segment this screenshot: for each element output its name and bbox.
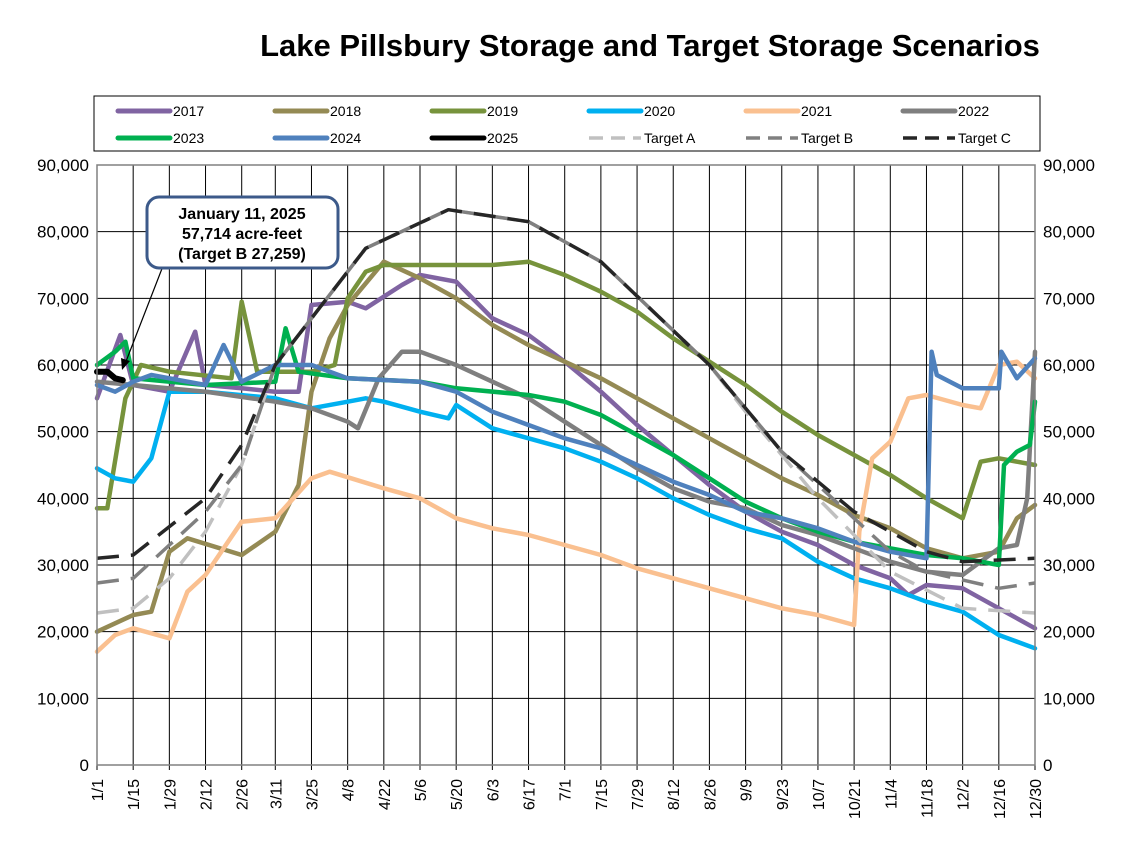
legend-label: Target C xyxy=(958,130,1011,146)
annotation-box xyxy=(145,195,340,270)
y-tick-label-right: 20,000 xyxy=(1043,623,1095,642)
x-tick-label: 5/6 xyxy=(413,779,430,801)
x-tick-label: 1/29 xyxy=(162,779,179,810)
annotation-line-3: (Target B 27,259) xyxy=(178,246,306,263)
x-tick-label: 9/23 xyxy=(775,779,792,810)
x-tick-label: 3/11 xyxy=(268,779,285,809)
annotation-arrow xyxy=(124,265,164,365)
y-tick-label-right: 30,000 xyxy=(1043,556,1095,575)
y-tick-label-right: 80,000 xyxy=(1043,223,1095,242)
x-tick-label: 11/18 xyxy=(919,779,936,818)
x-tick-label: 4/22 xyxy=(377,779,394,810)
legend-box xyxy=(93,95,1041,152)
legend-label: 2022 xyxy=(958,103,989,119)
x-tick-label: 10/7 xyxy=(811,779,828,810)
y-tick-label-right: 50,000 xyxy=(1043,423,1095,442)
y-tick-label-right: 70,000 xyxy=(1043,289,1095,308)
x-tick-label: 2/26 xyxy=(235,779,252,810)
plot-border xyxy=(96,164,1036,766)
y-tick-label-left: 30,000 xyxy=(37,556,89,575)
x-tick-label: 11/4 xyxy=(883,779,900,809)
legend: 2017 2018 2019 2020 2021 2022 2023 2024 2025 Targ… xyxy=(115,103,1011,146)
y-tick-label-left: 80,000 xyxy=(37,223,89,242)
x-tick-label: 12/2 xyxy=(956,779,973,810)
series-lines xyxy=(94,207,1038,654)
annotation-line-1: January 11, 2025 xyxy=(178,206,305,223)
x-tick-label: 1/15 xyxy=(126,779,143,810)
chart-title: Lake Pillsbury Storage and Target Storag… xyxy=(260,28,1040,63)
x-tick-label: 3/25 xyxy=(304,779,321,810)
y-tick-label-left: 90,000 xyxy=(37,156,89,175)
x-tick-label: 8/26 xyxy=(702,779,719,810)
annotation-line-2: 57,714 acre-feet xyxy=(182,226,303,243)
axes: 0 0 10,000 10,000 20,000 20,000 30,000 30,000 40… xyxy=(37,156,1095,819)
x-tick-label: 9/9 xyxy=(739,779,756,801)
y-tick-label-right: 10,000 xyxy=(1043,689,1095,708)
legend-label: 2017 xyxy=(173,103,204,119)
y-tick-label-left: 40,000 xyxy=(37,489,89,508)
legend-label: 2025 xyxy=(487,130,518,146)
x-tick-label: 4/8 xyxy=(341,779,358,801)
x-tick-label: 7/29 xyxy=(630,779,647,810)
x-tick-label: 7/1 xyxy=(558,779,575,801)
y-tick-label-right: 60,000 xyxy=(1043,356,1095,375)
legend-label: 2020 xyxy=(644,103,675,119)
x-tick-label: 5/20 xyxy=(449,779,466,810)
x-tick-label: 8/12 xyxy=(666,779,683,810)
x-tick-label: 6/3 xyxy=(485,779,502,801)
series-line-2025 xyxy=(94,368,126,384)
legend-label: 2021 xyxy=(801,103,832,119)
x-tick-label: 1/1 xyxy=(90,779,107,801)
y-tick-label-left: 70,000 xyxy=(37,289,89,308)
x-tick-label: 12/30 xyxy=(1028,779,1045,819)
series-line-2018 xyxy=(94,259,1038,634)
y-tick-label-left: 60,000 xyxy=(37,356,89,375)
x-tick-label: 7/15 xyxy=(594,779,611,810)
series-line-2019 xyxy=(94,259,1038,521)
annotation: January 11, 2025 57,714 acre-feet (Targe… xyxy=(121,195,340,370)
series-line-2021 xyxy=(94,359,1038,654)
legend-label: 2019 xyxy=(487,103,518,119)
legend-label: Target B xyxy=(801,130,853,146)
annotation-arrowhead xyxy=(121,358,130,370)
x-tick-label: 12/16 xyxy=(992,779,1009,819)
legend-label: 2018 xyxy=(330,103,361,119)
y-tick-label-right: 40,000 xyxy=(1043,489,1095,508)
y-tick-label-right: 90,000 xyxy=(1043,156,1095,175)
y-tick-label-left: 0 xyxy=(80,756,89,775)
x-tick-label: 10/21 xyxy=(847,779,864,819)
y-tick-label-left: 20,000 xyxy=(37,623,89,642)
legend-label: Target A xyxy=(644,130,696,146)
y-tick-label-left: 10,000 xyxy=(37,689,89,708)
legend-label: 2024 xyxy=(330,130,361,146)
series-line-2024 xyxy=(94,342,1038,561)
y-tick-label-right: 0 xyxy=(1043,756,1052,775)
x-tick-label: 6/17 xyxy=(522,779,539,810)
x-tick-label: 2/12 xyxy=(199,779,216,810)
legend-label: 2023 xyxy=(173,130,204,146)
y-tick-label-left: 50,000 xyxy=(37,423,89,442)
series-line-target-c xyxy=(96,207,1036,564)
